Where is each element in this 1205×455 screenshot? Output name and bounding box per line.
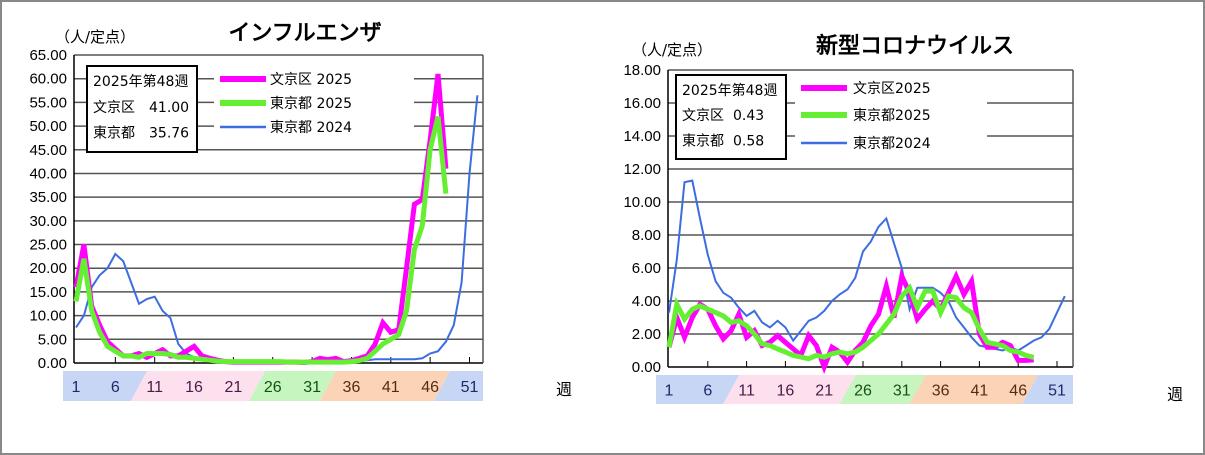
- x-tick-label: 21: [815, 383, 833, 400]
- series-line-0: [666, 268, 1034, 375]
- series-line-2: [668, 179, 1066, 352]
- y-tick-label: 10.00: [623, 194, 661, 211]
- y-tick-label: 25.00: [29, 237, 67, 254]
- y-tick-label: 4.00: [632, 293, 661, 310]
- season-band: [1021, 375, 1073, 404]
- y-tick-label: 16.00: [623, 95, 661, 112]
- info-box-bunkyo-value: 41.00: [149, 100, 189, 116]
- y-tick-label: 2.00: [632, 326, 661, 343]
- season-band: [434, 371, 483, 401]
- x-tick-label: 46: [421, 379, 439, 396]
- x-tick-label: 46: [1009, 383, 1027, 400]
- x-tick-label: 36: [932, 383, 950, 400]
- x-tick-label: 11: [738, 383, 755, 400]
- legend-label: 文京区2025: [853, 81, 931, 97]
- season-band: [909, 375, 1038, 404]
- y-axis-unit: （人/定点）: [55, 28, 135, 46]
- x-tick-label: 6: [703, 383, 712, 400]
- y-tick-label: 18.00: [623, 62, 661, 79]
- x-tick-label: 41: [382, 379, 400, 396]
- y-tick-label: 65.00: [29, 47, 67, 64]
- chart-title: インフルエンザ: [228, 21, 381, 46]
- y-tick-label: 20.00: [29, 260, 67, 277]
- info-box-week: 2025年第48週: [682, 82, 777, 99]
- legend-label: 東京都2024: [853, 136, 931, 152]
- y-tick-label: 0.00: [632, 359, 661, 376]
- x-tick-label: 16: [777, 383, 795, 400]
- y-tick-label: 30.00: [29, 213, 67, 230]
- info-box-bunkyo-value: 0.43: [733, 108, 764, 124]
- info-box-tokyo-label: 東京都: [93, 126, 135, 142]
- x-axis-label: 週: [1167, 386, 1183, 404]
- legend-label: 文京区 2025: [270, 72, 352, 88]
- y-tick-label: 60.00: [29, 71, 67, 88]
- y-tick-label: 6.00: [632, 260, 661, 277]
- x-tick-label: 41: [971, 383, 989, 400]
- x-tick-label: 31: [893, 383, 911, 400]
- x-tick-label: 51: [1048, 383, 1066, 400]
- info-box-bunkyo-label: 文京区: [93, 100, 135, 116]
- info-box-bunkyo-label: 文京区: [682, 108, 724, 124]
- y-tick-label: 14.00: [623, 128, 661, 145]
- y-tick-label: 0.00: [38, 355, 67, 372]
- series-line-1: [73, 116, 449, 365]
- x-tick-label: 11: [146, 379, 163, 396]
- influenza-chart: インフルエンザ （人/定点） 0.00 5.00 10.00 15.00 20.00 25.0…: [29, 21, 572, 401]
- legend: 文京区2025 東京都2025 東京都2024: [795, 76, 987, 155]
- x-tick-label: 26: [854, 383, 872, 400]
- season-band: [723, 375, 856, 404]
- x-tick-label: 16: [185, 379, 203, 396]
- y-tick-label: 8.00: [632, 227, 661, 244]
- y-tick-label: 10.00: [29, 308, 67, 325]
- y-axis-unit: （人/定点）: [632, 41, 712, 59]
- season-band: [249, 371, 336, 401]
- legend-label: 東京都 2024: [270, 120, 352, 136]
- x-tick-label: 51: [461, 379, 479, 396]
- y-tick-label: 55.00: [29, 94, 67, 111]
- season-band: [656, 375, 740, 404]
- season-band: [839, 375, 926, 404]
- season-band: [63, 371, 148, 401]
- info-box-tokyo-value: 0.58: [733, 133, 764, 149]
- x-tick-label: 1: [665, 383, 674, 400]
- y-tick-label: 45.00: [29, 142, 67, 159]
- series-line-1: [666, 283, 1035, 362]
- info-box-frame: [86, 65, 198, 153]
- x-tick-label: 31: [303, 379, 321, 396]
- info-box-week: 2025年第48週: [93, 73, 188, 90]
- covid-chart: 新型コロナウイルス （人/定点） 0.00 2.00 4.00 6.00 8.00 10.00…: [623, 33, 1183, 404]
- x-axis-label: 週: [556, 381, 572, 399]
- info-box-frame: [675, 74, 787, 160]
- x-tick-label: 36: [343, 379, 361, 396]
- y-tick-label: 15.00: [29, 284, 67, 301]
- legend-label: 東京都2025: [853, 108, 931, 124]
- x-tick-label: 6: [111, 379, 120, 396]
- x-tick-label: 21: [225, 379, 243, 396]
- season-band: [319, 371, 451, 401]
- season-band: [131, 371, 266, 401]
- x-tick-label: 1: [72, 379, 81, 396]
- chart-title: 新型コロナウイルス: [816, 33, 1014, 59]
- legend: 文京区 2025 東京都 2025 東京都 2024: [214, 67, 414, 139]
- y-tick-label: 12.00: [623, 161, 661, 178]
- x-tick-label: 26: [264, 379, 282, 396]
- info-box-tokyo-label: 東京都: [682, 133, 724, 149]
- y-tick-label: 35.00: [29, 189, 67, 206]
- y-tick-label: 5.00: [38, 331, 67, 348]
- y-tick-label: 40.00: [29, 165, 67, 182]
- legend-label: 東京都 2025: [270, 96, 352, 112]
- y-tick-label: 50.00: [29, 118, 67, 135]
- info-box-tokyo-value: 35.76: [149, 126, 189, 142]
